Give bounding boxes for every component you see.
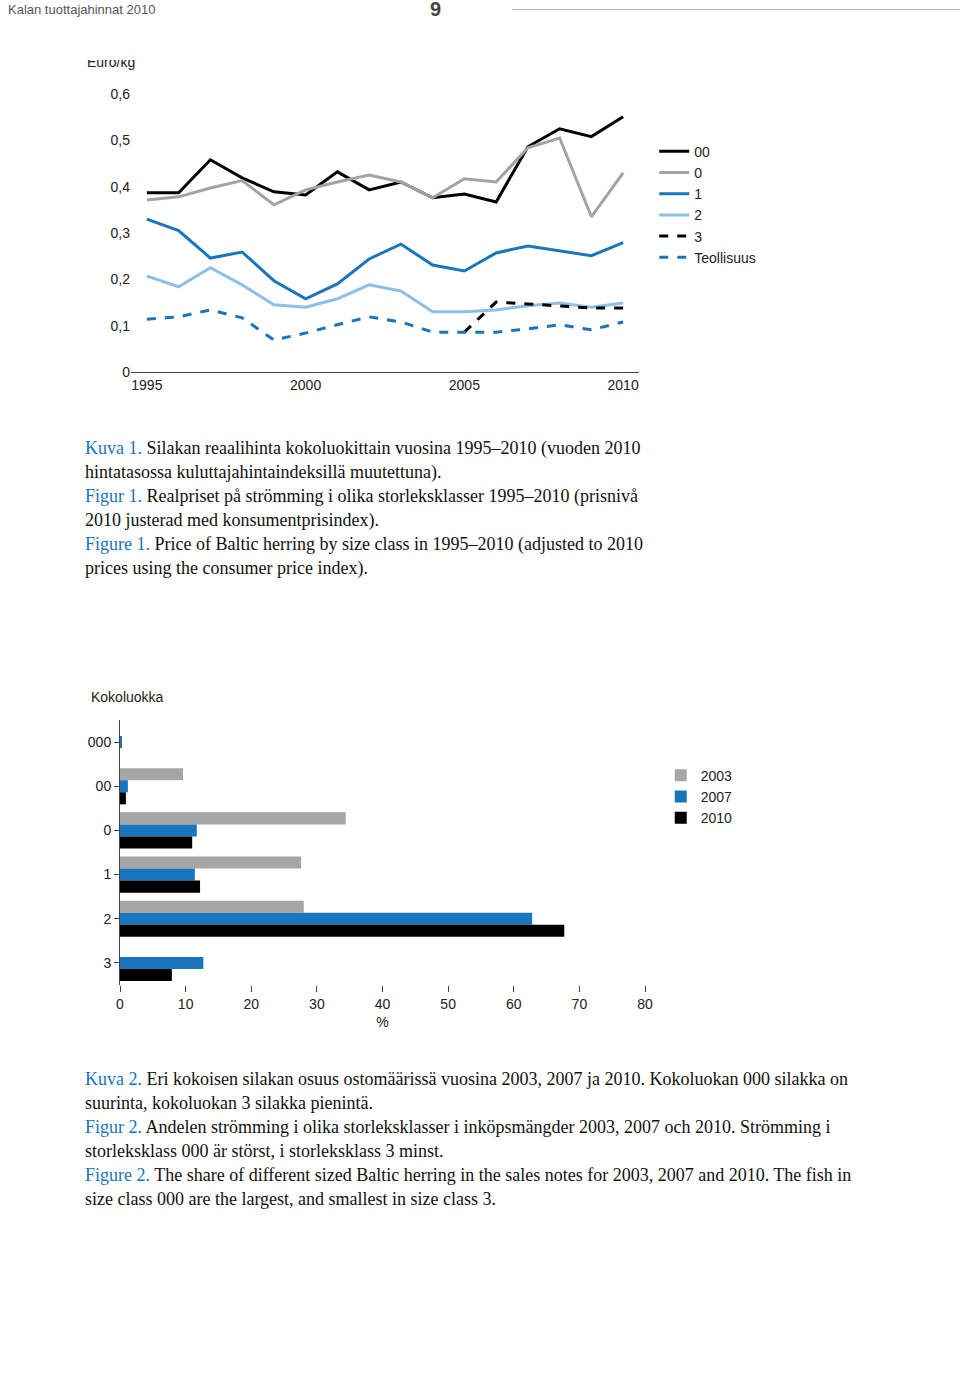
svg-text:80: 80	[637, 996, 653, 1012]
svg-text:0: 0	[103, 822, 111, 838]
svg-text:70: 70	[572, 996, 588, 1012]
svg-text:0,4: 0,4	[111, 179, 131, 195]
html-text:Kuva 1. Silakan reaalihinta ko: Kuva 1. Silakan reaalihinta kokoluokitta…	[85, 438, 641, 482]
svg-text:2: 2	[694, 207, 702, 223]
html-text:Kuva 2. Eri kokoisen silakan o: Kuva 2. Eri kokoisen silakan osuus ostom…	[85, 1069, 848, 1113]
svg-text:0,6: 0,6	[111, 86, 131, 102]
svg-text:1: 1	[694, 186, 702, 202]
svg-text:0: 0	[694, 165, 702, 181]
svg-text:0,2: 0,2	[111, 271, 131, 287]
svg-text:1995: 1995	[131, 377, 162, 393]
svg-text:2003: 2003	[701, 768, 732, 784]
svg-text:2005: 2005	[449, 377, 480, 393]
svg-text:0: 0	[116, 996, 124, 1012]
svg-text:50: 50	[440, 996, 456, 1012]
svg-text:3: 3	[694, 229, 702, 245]
svg-text:Euro/kg: Euro/kg	[87, 60, 135, 70]
html-text:Figur 1. Realpriset på strömmi: Figur 1. Realpriset på strömming i olika…	[85, 486, 638, 530]
svg-text:1: 1	[103, 866, 111, 882]
svg-text:2: 2	[103, 911, 111, 927]
svg-text:00: 00	[694, 144, 710, 160]
svg-text:30: 30	[309, 996, 325, 1012]
svg-text:0,1: 0,1	[111, 318, 131, 334]
html-text:Figure 2. The share of differe: Figure 2. The share of different sized B…	[85, 1165, 852, 1209]
html-text:Figur 2. Andelen strömming i o: Figur 2. Andelen strömming i olika storl…	[85, 1117, 831, 1161]
svg-text:20: 20	[243, 996, 259, 1012]
svg-text:40: 40	[375, 996, 391, 1012]
svg-text:Teollisuus: Teollisuus	[694, 250, 755, 266]
svg-text:Kokoluokka: Kokoluokka	[91, 689, 164, 705]
svg-text:0,5: 0,5	[111, 132, 131, 148]
svg-text:0,3: 0,3	[111, 225, 131, 241]
svg-text:0: 0	[122, 364, 130, 380]
svg-text:3: 3	[103, 955, 111, 971]
html-text:Figure 1. Price of Baltic herr: Figure 1. Price of Baltic herring by siz…	[85, 534, 643, 578]
svg-text:%: %	[376, 1014, 388, 1030]
svg-text:60: 60	[506, 996, 522, 1012]
svg-text:000: 000	[88, 734, 112, 750]
svg-text:2000: 2000	[290, 377, 321, 393]
svg-text:00: 00	[96, 778, 112, 794]
svg-text:10: 10	[178, 996, 194, 1012]
svg-text:2007: 2007	[701, 789, 732, 805]
html-text:Kalan tuottajahinnat 2010: Kalan tuottajahinnat 2010	[8, 2, 156, 17]
svg-text:2010: 2010	[608, 377, 639, 393]
svg-text:2010: 2010	[701, 810, 732, 826]
